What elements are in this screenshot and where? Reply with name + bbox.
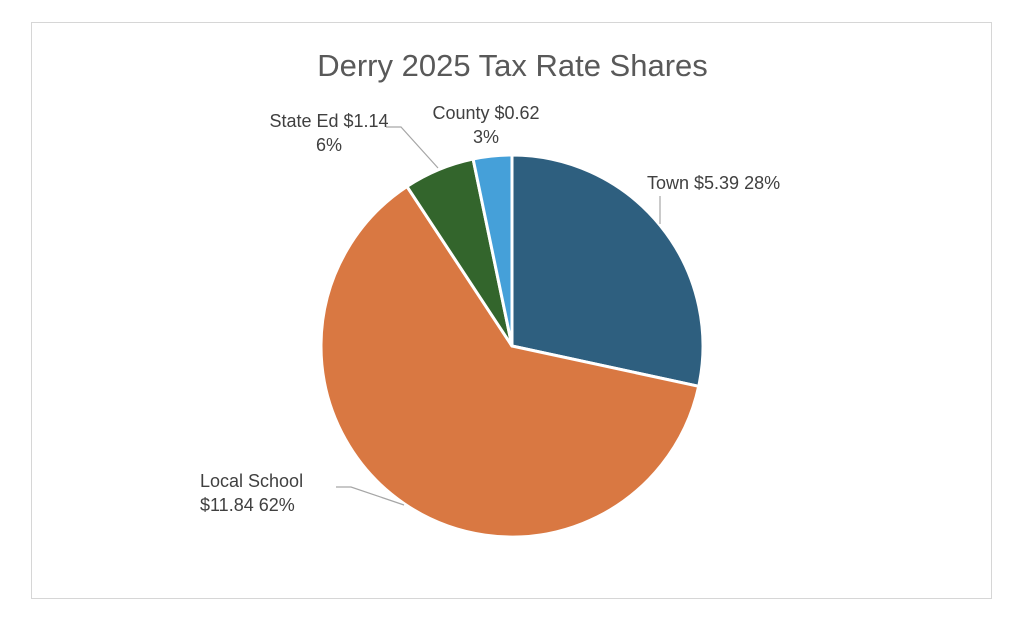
leader-line-local-school bbox=[336, 486, 405, 506]
data-label-line: Local School bbox=[200, 471, 303, 491]
data-label-line: 6% bbox=[316, 135, 342, 155]
data-label-local-school: Local School $11.84 62% bbox=[200, 471, 303, 515]
data-label-state-ed: State Ed $1.14 6% bbox=[269, 111, 388, 155]
leader-line-state-ed bbox=[386, 126, 439, 169]
chart-title: Derry 2025 Tax Rate Shares bbox=[317, 48, 708, 83]
pie-slice-county bbox=[471, 153, 514, 348]
pie-slice-local-school bbox=[319, 184, 701, 539]
data-label-town: Town $5.39 28% bbox=[647, 173, 780, 193]
data-label-line: County $0.62 bbox=[432, 103, 539, 123]
pie-slice-town bbox=[510, 153, 705, 388]
data-label-line: State Ed $1.14 bbox=[269, 111, 388, 131]
data-label-line: Town $5.39 28% bbox=[647, 173, 780, 193]
data-label-line: $11.84 62% bbox=[200, 495, 295, 515]
data-label-line: 3% bbox=[473, 127, 499, 147]
data-label-county: County $0.62 3% bbox=[432, 103, 539, 147]
